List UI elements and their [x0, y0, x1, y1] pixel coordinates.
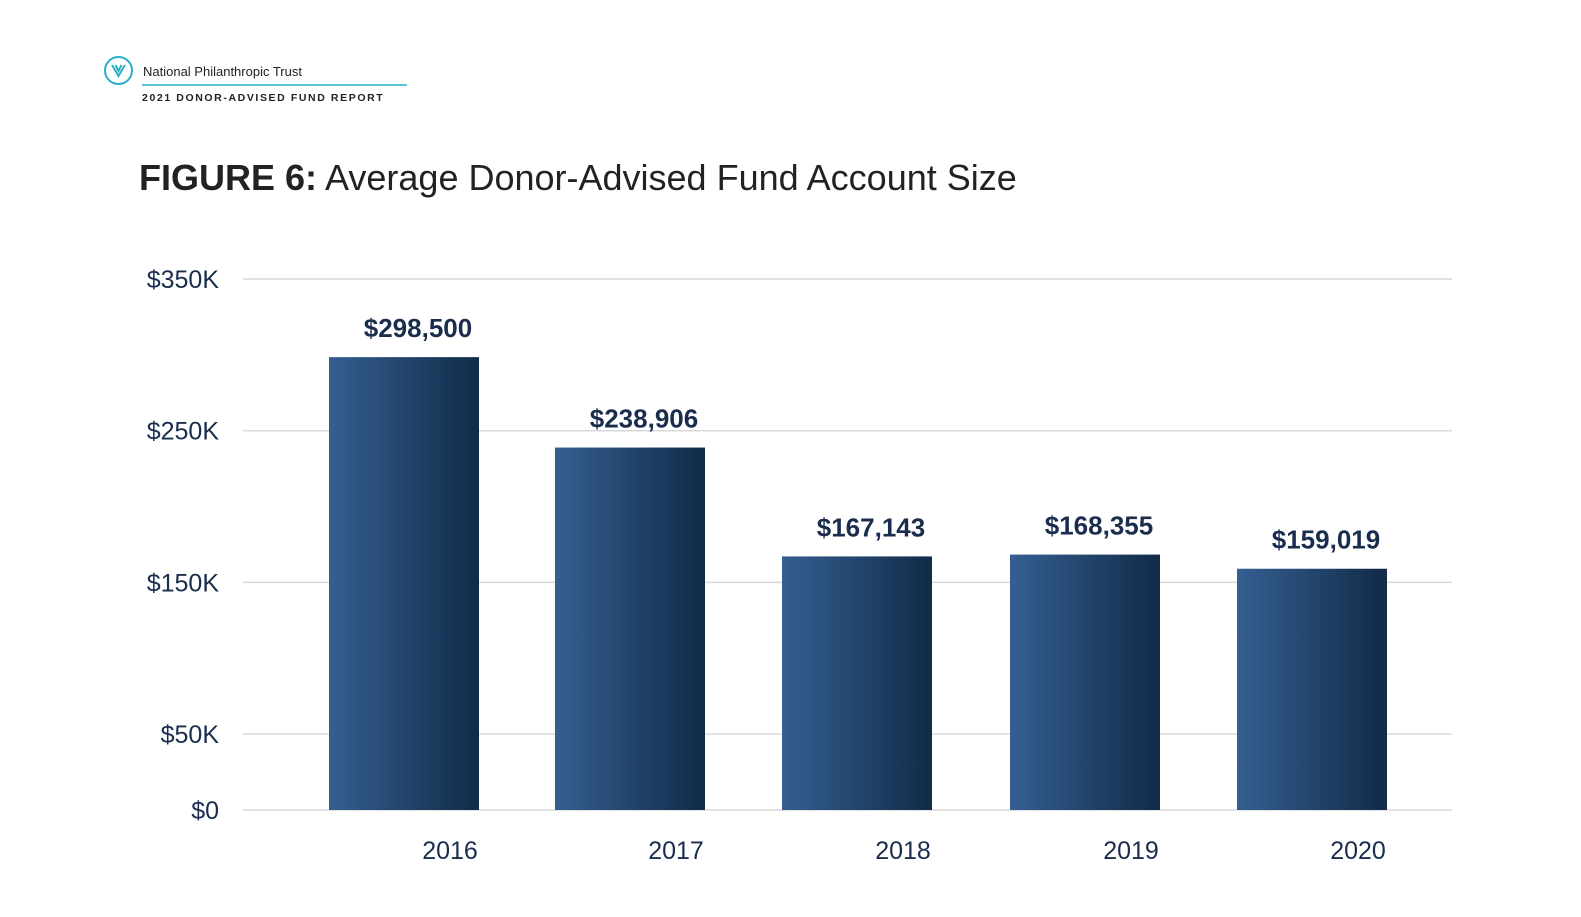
bar-2016	[329, 357, 479, 810]
data-label: $238,906	[590, 404, 698, 434]
logo-divider	[142, 84, 407, 86]
y-tick-label: $50K	[161, 721, 220, 749]
y-tick-label: $0	[191, 797, 219, 825]
data-label: $298,500	[364, 313, 472, 343]
data-label: $159,019	[1272, 525, 1380, 555]
y-tick-label: $150K	[147, 569, 220, 597]
x-tick-label: 2016	[422, 837, 478, 865]
bar-2018	[782, 556, 932, 810]
y-tick-label: $350K	[147, 266, 220, 294]
bar-2020	[1237, 568, 1387, 810]
data-label: $168,355	[1045, 511, 1153, 541]
report-name: 2021 DONOR-ADVISED FUND REPORT	[142, 92, 385, 104]
bar-2017	[555, 447, 705, 810]
chart-title: FIGURE 6: Average Donor-Advised Fund Acc…	[139, 157, 1017, 199]
x-tick-label: 2018	[875, 837, 931, 865]
x-tick-label: 2019	[1103, 837, 1159, 865]
figure-title: Average Donor-Advised Fund Account Size	[325, 157, 1017, 198]
logo: National Philanthropic Trust 2021 DONOR-…	[104, 56, 408, 108]
x-tick-label: 2017	[648, 837, 704, 865]
org-name: National Philanthropic Trust	[143, 64, 302, 79]
data-label: $167,143	[817, 512, 925, 542]
figure-label: FIGURE 6:	[139, 157, 318, 198]
leaf-chevron-icon	[104, 56, 133, 85]
y-tick-label: $250K	[147, 418, 220, 446]
bar-2019	[1010, 554, 1160, 810]
x-tick-label: 2020	[1330, 837, 1386, 865]
